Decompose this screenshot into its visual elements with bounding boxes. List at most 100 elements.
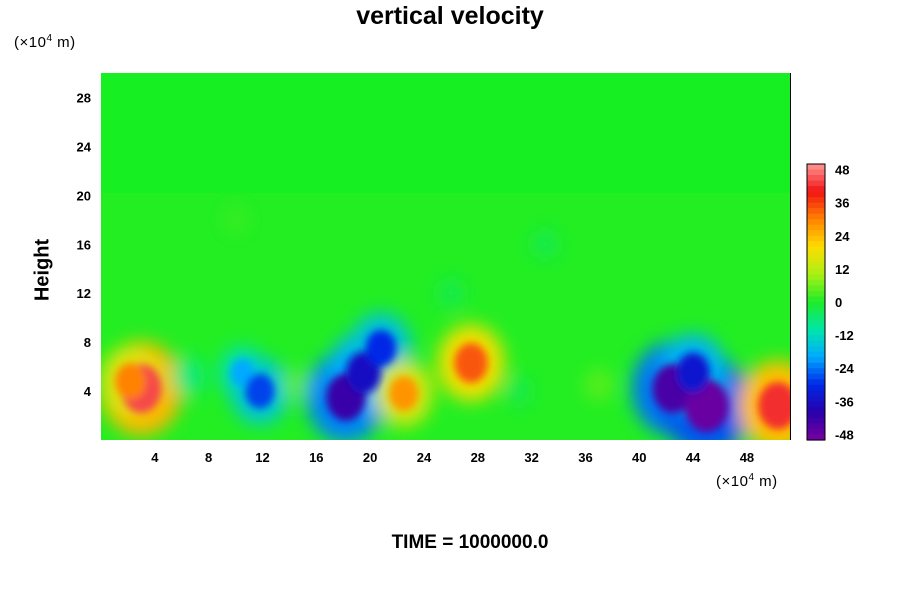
colorbar-segment [807,302,825,309]
field-feature [282,368,311,402]
field-feature-core [389,376,419,411]
colorbar-segment [807,412,825,419]
colorbar-segment [807,434,825,441]
colorbar-tick-label: -48 [835,427,854,442]
colorbar-segment [807,329,825,336]
time-label: TIME = 1000000.0 [391,532,549,553]
x-tick-label: 44 [686,450,701,465]
x-tick-label: 24 [417,450,432,465]
colorbar-segment [807,213,825,220]
colorbar-segment [807,417,825,425]
colorbar-tick-label: 24 [835,229,850,244]
colorbar-segment [807,197,825,204]
colorbar-segment [807,263,825,270]
colorbar-segment [807,324,825,331]
colorbar-segment [807,351,825,358]
colorbar-tick-label: 36 [835,196,849,211]
y-axis-ticks: 4 8 12 16 20 24 28 [77,90,92,399]
colorbar-segment [807,346,825,353]
colorbar-tick-label: -36 [835,394,854,409]
colorbar-segment [807,428,825,436]
y-tick-label: 4 [84,384,92,399]
colorbar-segment [807,180,825,187]
y-tick-label: 16 [77,237,91,252]
colorbar-segment [807,246,825,253]
x-tick-label: 36 [578,450,592,465]
colorbar-segment [807,169,825,176]
field-feature [532,229,558,259]
colorbar-segment [807,208,825,215]
colorbar-segment [807,274,825,281]
colorbar-segment [807,186,825,193]
colorbar-segment [807,191,825,198]
colorbar-segment [807,202,825,209]
field-feature-core [758,382,790,430]
colorbar-segment [807,252,825,259]
colorbar-tick-label: 0 [835,295,842,310]
colorbar-segment [807,235,825,242]
colorbar [806,163,826,441]
colorbar-segment [807,296,825,303]
colorbar-segment [807,313,825,320]
colorbar-segment [807,395,825,402]
colorbar-segment [807,390,825,397]
colorbar-segment [807,175,825,182]
colorbar-segment [807,257,825,264]
field-feature-core [676,352,710,393]
colorbar-frame [806,163,826,441]
y-axis-unit: (×104 m) [14,33,76,51]
colorbar-segment [807,307,825,314]
colorbar-segment [807,241,825,248]
colorbar-tick-label: 12 [835,262,849,277]
colorbar-segment [807,318,825,325]
field-feature [438,278,464,308]
colorbar-tick-label: 48 [835,163,849,178]
x-tick-label: 40 [632,450,646,465]
x-axis-ticks: 4 8 12 16 20 24 28 32 36 40 44 48 [151,450,754,465]
field-feature-core [115,362,146,400]
field-feature [505,376,531,406]
y-tick-label: 28 [77,90,91,105]
colorbar-tick-label: -12 [835,328,854,343]
y-tick-label: 24 [77,139,92,154]
colorbar-segment [807,368,825,375]
colorbar-segment [807,362,825,369]
colorbar-segment [807,357,825,364]
colorbar-segment [807,401,825,408]
colorbar-segment [807,285,825,292]
x-axis-unit: (×104 m) [716,472,778,490]
colorbar-segment [807,290,825,298]
field-feature [584,368,613,402]
colorbar-segment [807,219,825,226]
colorbar-segment [807,268,825,275]
colorbar-segment [807,164,825,171]
x-tick-label: 4 [151,450,159,465]
colorbar-ticks: 48 36 24 12 0 -12 -24 -36 -48 [835,163,855,443]
x-tick-label: 20 [363,450,377,465]
colorbar-segment [807,406,825,413]
colorbar-tick-label: -24 [835,361,855,376]
y-tick-label: 12 [77,286,91,301]
y-tick-label: 8 [84,335,91,350]
colorbar-segment [807,423,825,430]
colorbar-segment [807,230,825,237]
x-tick-label: 28 [471,450,485,465]
x-tick-label: 32 [524,450,538,465]
field-feature-core [230,358,254,387]
field-feature-core [365,329,397,367]
upper-band [101,73,790,193]
x-tick-label: 48 [740,450,754,465]
velocity-cores [115,329,790,433]
field-feature-core [245,373,275,409]
x-tick-label: 8 [205,450,212,465]
field-feature-core [454,342,488,384]
field-feature [224,207,247,233]
colorbar-segment [807,379,825,386]
colorbar-segment [807,384,825,391]
field-feature [171,356,206,396]
x-tick-label: 12 [255,450,269,465]
colorbar-segment [807,335,825,342]
colorbar-segment [807,340,825,347]
colorbar-segment [807,279,825,287]
